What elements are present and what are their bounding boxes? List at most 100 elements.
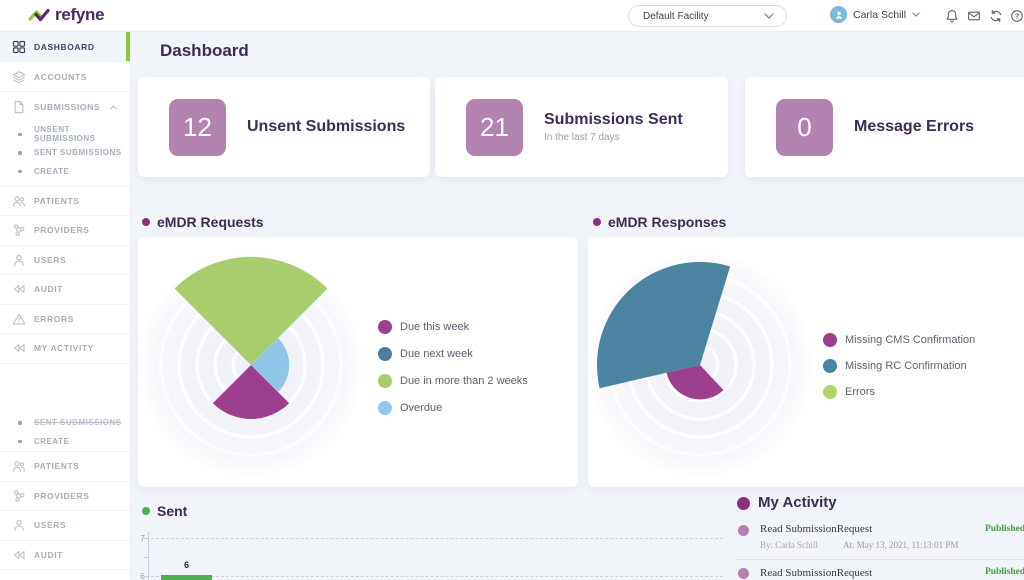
stat-card-message-errors: 0 Message Errors — [745, 77, 1024, 177]
sidebar-item-accounts[interactable]: ACCOUNTS — [0, 62, 130, 92]
sidebar-item-my-activity[interactable]: MY ACTIVITY — [0, 334, 130, 364]
stat-label: Message Errors — [854, 118, 975, 135]
facility-selected-value: Default Facility — [643, 10, 709, 22]
rewind-icon — [14, 550, 25, 559]
sidebar-item-submissions[interactable]: SUBMISSIONS — [0, 92, 130, 122]
warning-triangle-icon — [12, 313, 26, 325]
section-title-emdr-requests: eMDR Requests — [142, 214, 264, 230]
sidebar-item-patients[interactable]: PATIENTS — [0, 187, 130, 216]
bell-icon[interactable] — [945, 9, 959, 23]
y-tick — [144, 576, 148, 577]
legend-item[interactable]: Due next week — [378, 347, 528, 361]
facility-selector[interactable]: Default Facility — [628, 5, 787, 27]
bullet-icon — [18, 421, 22, 425]
bar — [161, 575, 212, 580]
sidebar-item-sent-submissions[interactable]: SENT SUBMISSIONS — [0, 144, 130, 163]
user-icon — [14, 520, 24, 531]
legend-item[interactable]: Missing RC Confirmation — [823, 359, 975, 373]
sidebar-item-audit[interactable]: AUDIT — [0, 275, 130, 305]
person-icon — [835, 11, 842, 19]
bullet-icon — [18, 169, 22, 173]
legend-item[interactable]: Missing CMS Confirmation — [823, 333, 975, 347]
legend-item[interactable]: Due in more than 2 weeks — [378, 374, 528, 388]
stat-label: Submissions Sent — [544, 111, 683, 128]
patients-icon — [13, 461, 25, 472]
section-title-emdr-responses: eMDR Responses — [593, 214, 726, 230]
legend-dot-icon — [378, 401, 392, 415]
stat-value-badge: 21 — [466, 98, 523, 156]
legend-dot-icon — [823, 333, 837, 347]
avatar — [830, 6, 847, 23]
sidebar-label: ACCOUNTS — [34, 71, 87, 82]
activity-item-title: Read SubmissionRequest — [760, 523, 873, 535]
emdr-responses-polar-chart — [588, 253, 812, 477]
y-tick-label: 7 — [140, 533, 145, 543]
activity-item-by: By: Carla Schill — [760, 540, 818, 550]
sidebar-gap — [0, 364, 130, 414]
stat-value-badge: 12 — [169, 98, 226, 156]
brand-name: refyne — [55, 5, 105, 24]
y-tick-label: 6 — [140, 571, 145, 580]
sidebar-item-errors[interactable]: ERRORS — [0, 305, 130, 334]
stat-card-unsent-submissions: 12 Unsent Submissions — [138, 77, 430, 177]
network-icon — [13, 224, 25, 237]
stat-value-badge: 0 — [776, 98, 833, 156]
page-title: Dashboard — [160, 41, 249, 60]
y-tick-minor — [144, 557, 148, 558]
gridline — [151, 576, 723, 577]
sidebar-item-sent-submissions-overflow[interactable]: SENT SUBMISSIONS — [0, 414, 130, 433]
sidebar: DASHBOARD ACCOUNTS SUBMISSIONS UNSENT SU… — [0, 32, 131, 580]
main-content: Dashboard 12 Unsent Submissions 21 Submi… — [131, 32, 1024, 580]
user-menu[interactable]: Carla Schill — [830, 6, 920, 23]
sidebar-item-unsent-submissions[interactable]: UNSENT SUBMISSIONS — [0, 125, 130, 144]
sidebar-item-providers[interactable]: PROVIDERS — [0, 216, 130, 246]
section-dot-icon — [593, 218, 601, 226]
sidebar-item-users[interactable]: USERS — [0, 246, 130, 275]
brand-logo[interactable]: refyne — [27, 5, 105, 25]
emdr-requests-chart-card: Due this week Due next week Due in more … — [138, 237, 578, 487]
sidebar-item-create[interactable]: CREATE — [0, 162, 130, 181]
legend-item[interactable]: Overdue — [378, 401, 528, 415]
document-icon — [14, 100, 24, 114]
sidebar-label: SUBMISSIONS — [34, 102, 101, 112]
chevron-down-icon — [764, 13, 774, 19]
sidebar-item-dashboard[interactable]: DASHBOARD — [0, 32, 130, 62]
section-dot-icon — [737, 497, 750, 510]
sidebar-item-patients-2[interactable]: PATIENTS — [0, 452, 130, 482]
emdr-responses-chart-card: Missing CMS Confirmation Missing RC Conf… — [588, 237, 1024, 487]
divider — [735, 559, 1024, 560]
gridline — [151, 538, 723, 539]
user-icon — [14, 254, 24, 266]
svg-text:?: ? — [1015, 12, 1020, 21]
stat-sublabel: In the last 7 days — [544, 132, 620, 143]
bullet-icon — [18, 151, 22, 155]
legend-item[interactable]: Due this week — [378, 320, 528, 334]
stat-card-submissions-sent: 21 Submissions Sent In the last 7 days — [435, 77, 728, 177]
network-icon — [13, 490, 25, 502]
legend-dot-icon — [378, 347, 392, 361]
dashboard-grid-icon — [12, 40, 26, 53]
sidebar-item-providers-2[interactable]: PROVIDERS — [0, 482, 130, 511]
section-title-sent: Sent — [142, 503, 187, 519]
rewind-icon — [14, 285, 25, 294]
sidebar-item-audit-2[interactable]: AUDIT — [0, 541, 130, 570]
legend-dot-icon — [823, 385, 837, 399]
emdr-requests-polar-chart — [139, 253, 363, 477]
legend-dot-icon — [378, 320, 392, 334]
rewind-icon — [14, 344, 25, 353]
mail-icon[interactable] — [967, 9, 981, 23]
bullet-icon — [18, 132, 22, 136]
activity-dot-icon — [738, 525, 749, 536]
sidebar-item-create-overflow[interactable]: CREATE — [0, 432, 130, 452]
topbar: refyne Default Facility Carla Schill — [0, 0, 1024, 32]
legend-item[interactable]: Errors — [823, 385, 975, 399]
chevron-up-icon — [110, 104, 117, 109]
sidebar-item-users-2[interactable]: USERS — [0, 511, 130, 541]
section-dot-icon — [142, 218, 150, 226]
activity-dot-icon — [738, 568, 749, 579]
refyne-logo-icon — [28, 8, 50, 22]
activity-item-title: Read SubmissionRequest — [760, 567, 873, 579]
sync-icon[interactable] — [989, 9, 1003, 23]
y-axis-line — [148, 532, 149, 580]
help-icon[interactable]: ? — [1010, 9, 1024, 23]
